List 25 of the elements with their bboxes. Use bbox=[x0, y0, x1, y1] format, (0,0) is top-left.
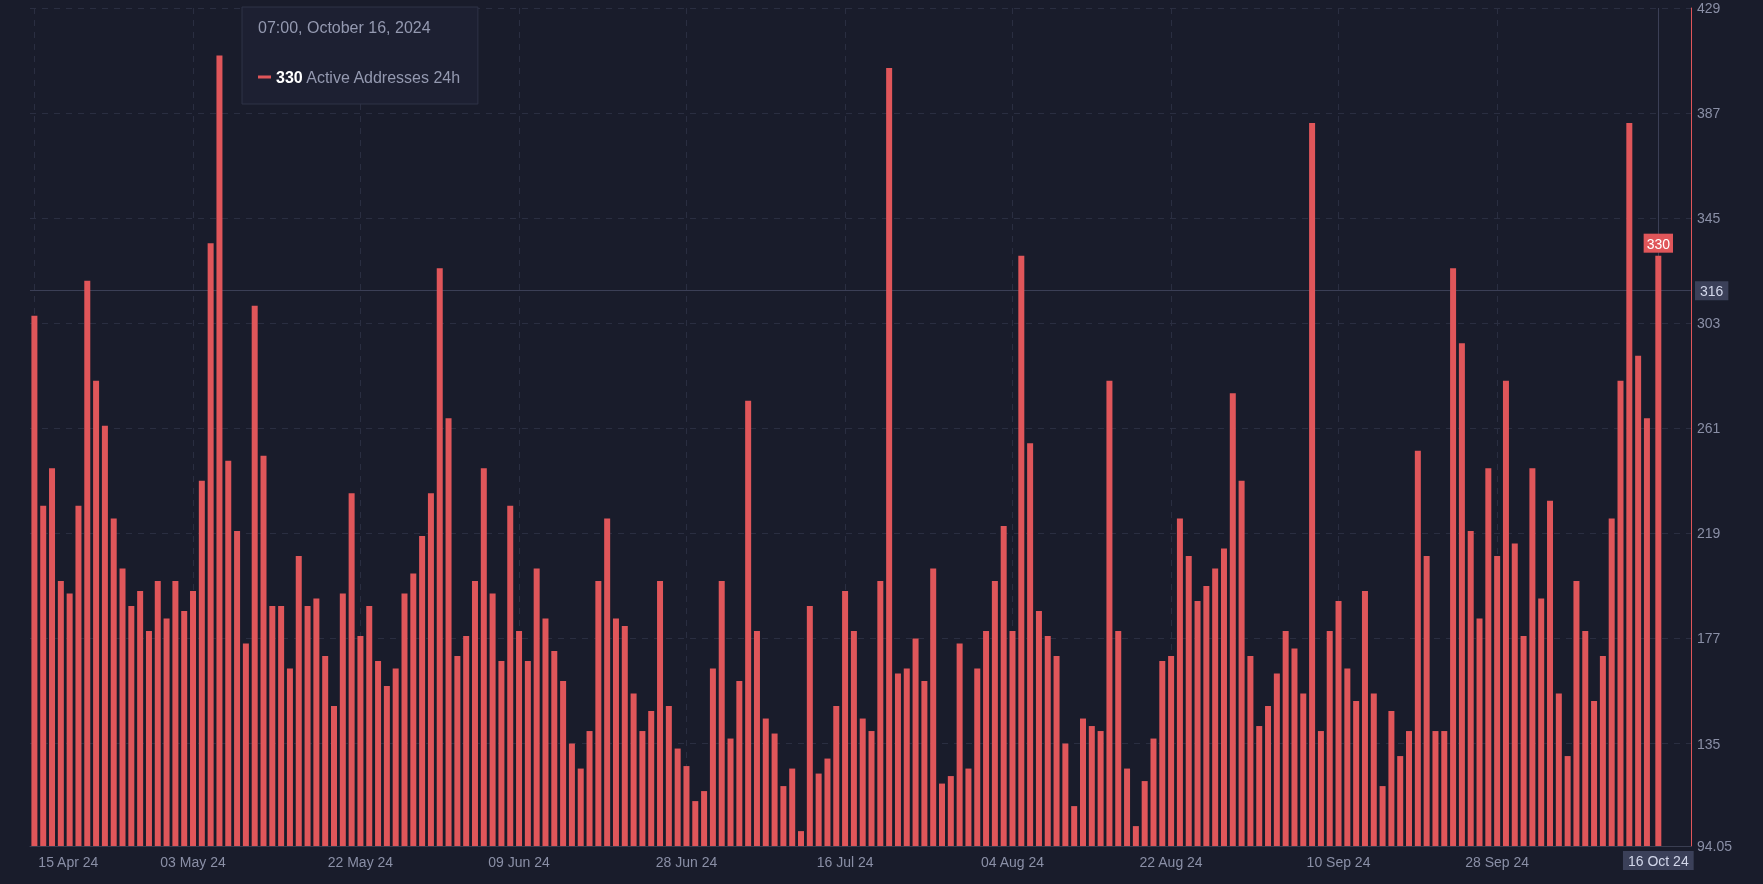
y-tick-label: 94.05 bbox=[1697, 838, 1733, 854]
data-label: 330 bbox=[1646, 235, 1671, 252]
x-tick-label: 22 Aug 24 bbox=[1139, 854, 1203, 870]
x-tick-label: 28 Sep 24 bbox=[1465, 854, 1530, 870]
ref-line-label: 16 Oct 24 bbox=[1627, 853, 1689, 869]
x-tick-label: 09 Jun 24 bbox=[488, 854, 551, 870]
y-tick-label: 303 bbox=[1697, 315, 1721, 332]
x-tick-label: 04 Aug 24 bbox=[980, 854, 1045, 870]
y-tick-label: 261 bbox=[1697, 420, 1721, 437]
legend-label: Active Addresses 24h bbox=[302, 68, 461, 86]
x-tick-label: 28 Jun 24 bbox=[655, 854, 718, 870]
y-tick-label: 387 bbox=[1697, 105, 1721, 122]
x-tick-label: 15 Apr 24 bbox=[38, 854, 99, 870]
y-tick-label: 135 bbox=[1697, 735, 1721, 752]
annotation: 07:00, October 16, 2024 bbox=[258, 18, 431, 36]
x-tick-label: 22 May 24 bbox=[327, 854, 394, 870]
x-tick-label: 03 May 24 bbox=[160, 854, 226, 870]
x-tick-label: 10 Sep 24 bbox=[1306, 854, 1371, 870]
x-tick-label: 16 Jul 24 bbox=[816, 854, 874, 870]
y-tick-label: 345 bbox=[1697, 210, 1721, 227]
y-tick-label: 429 bbox=[1697, 0, 1721, 16]
y-tick-label: 177 bbox=[1697, 630, 1721, 647]
text: 330 bbox=[276, 68, 303, 86]
y-tick-label: 219 bbox=[1697, 525, 1721, 542]
ref-line-label: 316 bbox=[1700, 282, 1724, 299]
